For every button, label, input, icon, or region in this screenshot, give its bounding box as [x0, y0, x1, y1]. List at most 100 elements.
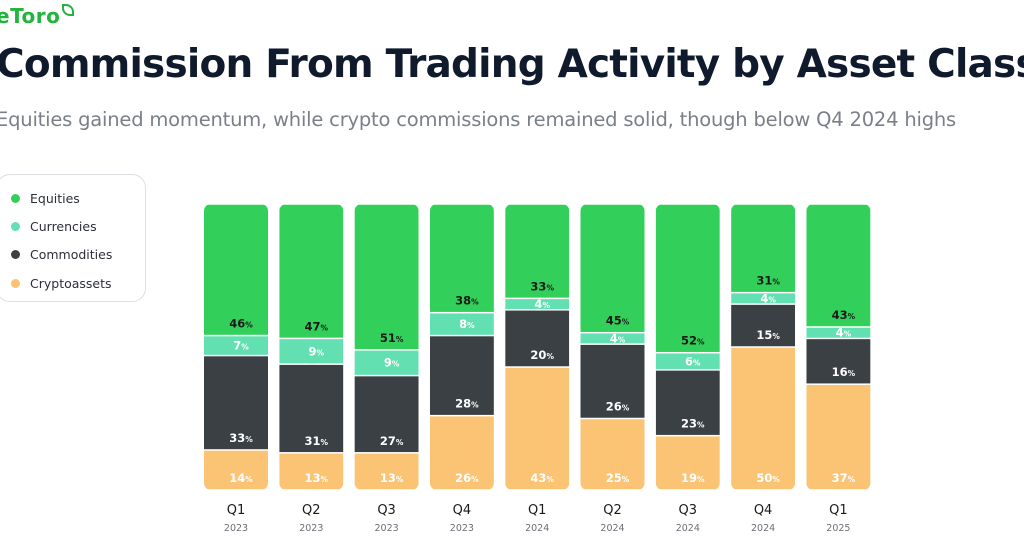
- bar-segment-commodities: [505, 310, 570, 367]
- x-tick-year: 2025: [826, 523, 850, 534]
- x-tick-year: 2024: [600, 523, 624, 534]
- bar-segment-cryptoassets: [429, 416, 494, 490]
- bar-segment-currencies: [806, 327, 871, 338]
- bar-group-q1-2023: 14% 33% 7% 46% Q1 2023: [204, 204, 268, 534]
- bar-segment-commodities: [429, 336, 494, 415]
- data-label-commodities: 31%: [305, 434, 329, 448]
- x-tick-year: 2023: [450, 523, 474, 534]
- bar-group-q1-2024: 43% 20% 4% 33% Q1 2024: [505, 204, 570, 534]
- bar-segment-equities: [580, 204, 645, 332]
- data-label-commodities: 23%: [681, 417, 705, 431]
- data-label-currencies: 6%: [685, 354, 701, 368]
- bar-segment-cryptoassets: [731, 347, 796, 490]
- x-tick-quarter: Q2: [302, 503, 321, 518]
- data-label-currencies: 7%: [233, 339, 249, 353]
- bar-group-q4-2024: 50% 15% 4% 31% Q4 2024: [731, 204, 796, 534]
- legend-label-commodities: Commodities: [30, 247, 113, 262]
- bar-group-q3-2024: 19% 23% 6% 52% Q3 2024: [655, 204, 720, 534]
- legend-item-currencies: Currencies: [11, 219, 97, 234]
- x-tick-year: 2023: [224, 523, 248, 534]
- data-label-commodities: 16%: [832, 365, 856, 379]
- bar-segment-commodities: [806, 339, 871, 384]
- x-tick-year: 2024: [751, 523, 775, 534]
- legend-label-cryptoassets: Cryptoassets: [30, 276, 112, 291]
- data-label-currencies: 4%: [534, 297, 550, 311]
- bar-segment-equities: [429, 204, 494, 312]
- data-label-currencies: 9%: [309, 344, 325, 358]
- data-label-currencies: 9%: [384, 356, 400, 370]
- data-label-commodities: 20%: [530, 348, 554, 362]
- data-label-cryptoassets: 37%: [832, 471, 856, 485]
- bar-group-q4-2023: 26% 28% 8% 38% Q4 2023: [429, 204, 494, 534]
- x-tick-quarter: Q4: [754, 503, 773, 518]
- data-label-cryptoassets: 13%: [380, 471, 404, 485]
- bar-group-q3-2023: 13% 27% 9% 51% Q3 2023: [354, 204, 419, 534]
- bar-segment-commodities: [731, 304, 796, 347]
- x-tick-year: 2023: [299, 523, 323, 534]
- x-tick-year: 2024: [525, 523, 549, 534]
- data-label-cryptoassets: 25%: [606, 471, 630, 485]
- bar-segment-equities: [655, 204, 720, 352]
- data-label-currencies: 4%: [610, 331, 626, 345]
- data-label-equities: 45%: [606, 314, 630, 328]
- bar-segment-equities: [279, 204, 344, 338]
- x-tick-quarter: Q1: [528, 503, 547, 518]
- bar-segment-commodities: [204, 356, 268, 450]
- legend-item-equities: Equities: [11, 191, 80, 206]
- x-tick-year: 2023: [375, 523, 399, 534]
- x-tick-quarter: Q4: [453, 503, 472, 518]
- data-label-equities: 33%: [530, 279, 554, 293]
- data-label-commodities: 33%: [229, 431, 253, 445]
- legend-swatch-cryptoassets: [11, 279, 20, 288]
- bar-group-q2-2024: 25% 26% 4% 45% Q2 2024: [580, 204, 645, 534]
- bar-segment-cryptoassets: [655, 436, 720, 490]
- data-label-equities: 38%: [455, 294, 479, 308]
- legend-swatch-currencies: [11, 222, 20, 231]
- x-tick-quarter: Q1: [829, 503, 848, 518]
- data-label-currencies: 4%: [836, 326, 852, 340]
- bar-segment-cryptoassets: [354, 453, 419, 490]
- bar-segment-currencies: [731, 293, 796, 304]
- bar-segment-currencies: [505, 299, 570, 310]
- data-label-commodities: 15%: [756, 328, 780, 342]
- data-label-equities: 46%: [229, 317, 253, 331]
- data-label-currencies: 4%: [760, 291, 776, 305]
- bar-segment-currencies: [354, 350, 419, 375]
- data-label-cryptoassets: 43%: [530, 471, 554, 485]
- data-label-equities: 43%: [832, 308, 856, 322]
- bar-segment-commodities: [580, 344, 645, 418]
- bar-segment-commodities: [655, 370, 720, 435]
- legend-swatch-equities: [11, 194, 20, 203]
- data-label-commodities: 26%: [606, 400, 630, 414]
- x-tick-quarter: Q3: [377, 503, 396, 518]
- data-label-commodities: 28%: [455, 397, 479, 411]
- data-label-commodities: 27%: [380, 434, 404, 448]
- data-label-cryptoassets: 50%: [756, 471, 780, 485]
- bar-segment-equities: [204, 204, 268, 335]
- bar-segment-cryptoassets: [806, 384, 871, 490]
- data-label-equities: 51%: [380, 331, 404, 345]
- data-label-cryptoassets: 13%: [305, 471, 329, 485]
- data-label-cryptoassets: 14%: [229, 471, 253, 485]
- legend-item-commodities: Commodities: [11, 247, 112, 262]
- bar-segment-equities: [731, 204, 796, 292]
- data-label-equities: 31%: [756, 274, 780, 288]
- data-label-equities: 52%: [681, 334, 705, 348]
- data-label-cryptoassets: 26%: [455, 471, 479, 485]
- bar-group-q1-2025: 37% 16% 4% 43% Q1 2025: [806, 204, 871, 534]
- chart-title: Commission From Trading Activity by Asse…: [0, 42, 1024, 87]
- bar-group-q2-2023: 13% 31% 9% 47% Q2 2023: [279, 204, 344, 534]
- legend-label-equities: Equities: [30, 191, 80, 206]
- bar-segment-currencies: [580, 333, 645, 344]
- bar-segment-cryptoassets: [505, 367, 570, 490]
- x-tick-year: 2024: [676, 523, 700, 534]
- bar-segment-equities: [806, 204, 871, 327]
- bar-segment-equities: [505, 204, 570, 298]
- legend-label-currencies: Currencies: [30, 219, 97, 234]
- bar-segment-currencies: [204, 336, 268, 355]
- x-tick-quarter: Q1: [227, 503, 246, 518]
- bar-segment-currencies: [429, 313, 494, 335]
- bar-segment-equities: [354, 204, 419, 350]
- data-label-cryptoassets: 19%: [681, 471, 705, 485]
